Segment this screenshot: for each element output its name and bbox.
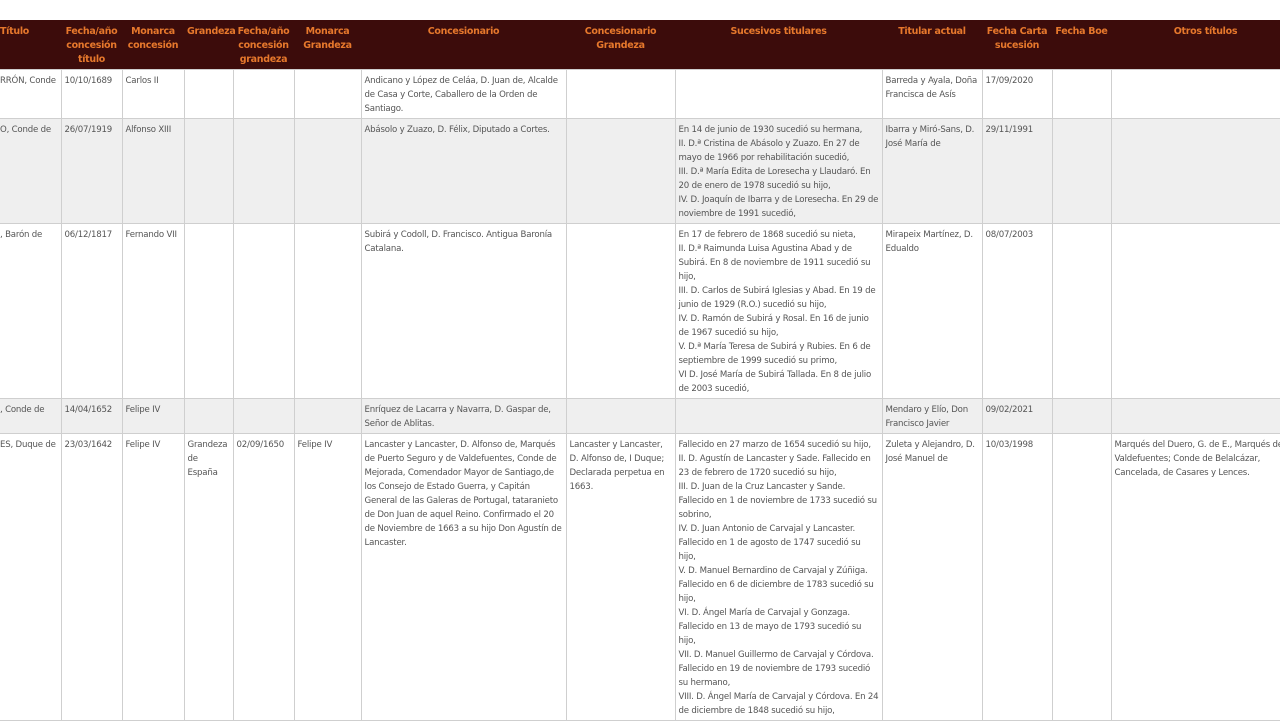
column-header-sucesivos-titulares[interactable]: Sucesivos titulares [675, 20, 882, 70]
cell-sucesivos-titulares: Fallecido en 27 marzo de 1654 sucedió su… [674, 433, 883, 721]
cell-concesionario: Subirá y Codoll, D. Francisco. Antigua B… [360, 223, 567, 399]
cell-grandeza [183, 223, 234, 399]
cell-fecha-concesion-titulo: 23/03/1642 [60, 433, 123, 721]
cell-monarca-grandeza [293, 69, 362, 119]
cell-monarca-grandeza: Felipe IV [293, 433, 362, 721]
column-header-monarca-concesion[interactable]: Monarca concesión [122, 20, 184, 70]
column-header-fecha-concesion-grandeza[interactable]: Fecha/año concesión grandeza [233, 20, 294, 70]
cell-titulo: RRÓN, Conde [0, 69, 62, 119]
column-header-concesionario[interactable]: Concesionario [361, 20, 566, 70]
cell-fecha-concesion-titulo: 06/12/1817 [60, 223, 123, 399]
cell-fecha-carta-sucesion: 29/11/1991 [981, 118, 1053, 224]
cell-concesionario-grandeza [565, 118, 676, 224]
cell-titulo: , Conde de [0, 398, 62, 434]
column-header-grandeza[interactable]: Grandeza [184, 20, 236, 70]
cell-monarca-grandeza [293, 398, 362, 434]
cell-titular-actual: Mendaro y Elío, Don Francisco Javier [881, 398, 983, 434]
cell-otros-titulos [1110, 223, 1280, 399]
cell-monarca-concesion: Carlos II [121, 69, 185, 119]
cell-fecha-carta-sucesion: 17/09/2020 [981, 69, 1053, 119]
cell-concesionario: Lancaster y Lancaster, D. Alfonso de, Ma… [360, 433, 567, 721]
column-header-otros-titulos[interactable]: Otros títulos [1111, 20, 1280, 70]
cell-monarca-concesion: Felipe IV [121, 433, 185, 721]
cell-grandeza [183, 69, 234, 119]
cell-sucesivos-titulares: En 14 de junio de 1930 sucedió su herman… [674, 118, 883, 224]
table-row: O, Conde de 26/07/1919 Alfonso XIII Abásolo… [0, 118, 1280, 224]
cell-titulo: , Barón de [0, 223, 62, 399]
cell-titular-actual: Zuleta y Alejandro, D. José Manuel de [881, 433, 983, 721]
cell-titulo: ES, Duque de [0, 433, 62, 721]
cell-fecha-concesion-grandeza [232, 118, 295, 224]
cell-fecha-concesion-grandeza: 02/09/1650 [232, 433, 295, 721]
column-header-titulo[interactable]: Título [0, 20, 61, 70]
table-row: RRÓN, Conde 10/10/1689 Carlos II Andicano y… [0, 69, 1280, 119]
column-header-monarca-grandeza[interactable]: Monarca Grandeza [294, 20, 361, 70]
cell-concesionario: Andicano y López de Celáa, D. Juan de, A… [360, 69, 567, 119]
cell-concesionario: Abásolo y Zuazo, D. Félix, Diputado a Co… [360, 118, 567, 224]
cell-sucesivos-titulares: En 17 de febrero de 1868 sucedió su niet… [674, 223, 883, 399]
cell-grandeza [183, 398, 234, 434]
cell-fecha-concesion-grandeza [232, 398, 295, 434]
cell-fecha-boe [1051, 118, 1112, 224]
cell-fecha-concesion-titulo: 10/10/1689 [60, 69, 123, 119]
table-row: , Conde de 14/04/1652 Felipe IV Enríquez de… [0, 398, 1280, 434]
cell-monarca-grandeza [293, 223, 362, 399]
table-row: , Barón de 06/12/1817 Fernando VII Subirá y… [0, 223, 1280, 399]
column-header-fecha-carta-sucesion[interactable]: Fecha Carta sucesión [982, 20, 1052, 70]
cell-titular-actual: Mirapeix Martínez, D. Edualdo [881, 223, 983, 399]
titles-table: Título Fecha/año concesión título Monarca … [0, 20, 1280, 721]
table-row: ES, Duque de 23/03/1642 Felipe IV Grandeza … [0, 433, 1280, 721]
cell-titular-actual: Barreda y Ayala, Doña Francisca de Asís [881, 69, 983, 119]
cell-otros-titulos [1110, 398, 1280, 434]
header-row: Título Fecha/año concesión título Monarca … [0, 20, 1280, 70]
cell-fecha-concesion-titulo: 26/07/1919 [60, 118, 123, 224]
cell-concesionario-grandeza [565, 398, 676, 434]
cell-titular-actual: Ibarra y Miró-Sans, D. José María de [881, 118, 983, 224]
cell-monarca-concesion: Fernando VII [121, 223, 185, 399]
cell-fecha-boe [1051, 433, 1112, 721]
cell-fecha-carta-sucesion: 10/03/1998 [981, 433, 1053, 721]
column-header-fecha-concesion-titulo[interactable]: Fecha/año concesión título [61, 20, 122, 70]
cell-fecha-concesion-grandeza [232, 69, 295, 119]
cell-fecha-concesion-grandeza [232, 223, 295, 399]
cell-titulo: O, Conde de [0, 118, 62, 224]
cell-fecha-concesion-titulo: 14/04/1652 [60, 398, 123, 434]
cell-concesionario-grandeza: Lancaster y Lancaster, D. Alfonso de, I … [565, 433, 676, 721]
cell-sucesivos-titulares [674, 398, 883, 434]
cell-grandeza [183, 118, 234, 224]
cell-otros-titulos [1110, 118, 1280, 224]
cell-concesionario: Enríquez de Lacarra y Navarra, D. Gaspar… [360, 398, 567, 434]
cell-concesionario-grandeza [565, 69, 676, 119]
column-header-fecha-boe[interactable]: Fecha Boe [1052, 20, 1111, 70]
cell-fecha-boe [1051, 398, 1112, 434]
column-header-titular-actual[interactable]: Titular actual [882, 20, 982, 70]
cell-monarca-grandeza [293, 118, 362, 224]
column-header-concesionario-grandeza[interactable]: Concesionario Grandeza [566, 20, 675, 70]
cell-fecha-carta-sucesion: 09/02/2021 [981, 398, 1053, 434]
cell-otros-titulos: Marqués del Duero, G. de E., Marqués de … [1110, 433, 1280, 721]
cell-monarca-concesion: Alfonso XIII [121, 118, 185, 224]
cell-fecha-boe [1051, 69, 1112, 119]
cell-fecha-boe [1051, 223, 1112, 399]
cell-fecha-carta-sucesion: 08/07/2003 [981, 223, 1053, 399]
cell-grandeza: Grandeza de España [183, 433, 234, 721]
cell-concesionario-grandeza [565, 223, 676, 399]
cell-otros-titulos [1110, 69, 1280, 119]
cell-monarca-concesion: Felipe IV [121, 398, 185, 434]
cell-sucesivos-titulares [674, 69, 883, 119]
